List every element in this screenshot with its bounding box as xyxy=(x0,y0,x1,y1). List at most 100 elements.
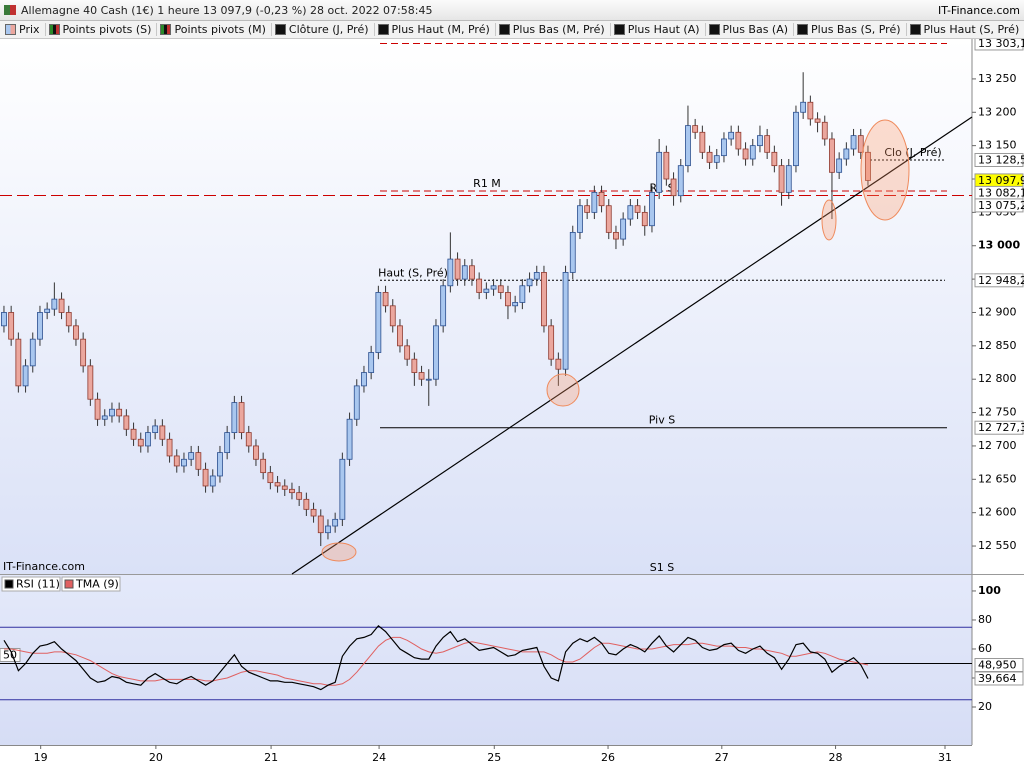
x-tick-label: 25 xyxy=(487,751,501,764)
candle-body xyxy=(418,372,425,380)
candle xyxy=(8,305,15,346)
candle xyxy=(389,299,396,333)
candle xyxy=(821,115,828,146)
x-tick-label: 24 xyxy=(372,751,386,764)
candle-body xyxy=(613,231,619,240)
candle-body xyxy=(656,151,663,193)
x-tick-label: 31 xyxy=(938,751,952,764)
candle xyxy=(58,292,65,320)
level-layer: R1 MR1 SClo (J, Pré)Haut (S, Pré)Piv SS1… xyxy=(0,42,972,574)
candle-body xyxy=(152,425,159,433)
candle xyxy=(641,205,648,236)
candle xyxy=(202,462,209,493)
candle xyxy=(152,419,159,440)
legend-item[interactable]: Plus Haut (A) xyxy=(611,23,706,36)
trend-line xyxy=(291,116,973,575)
candle xyxy=(555,352,562,386)
candle-body xyxy=(404,345,411,360)
candle xyxy=(548,319,555,366)
candle-body xyxy=(260,458,267,474)
legend-item[interactable]: Points pivots (M) xyxy=(157,23,272,36)
header-source: IT-Finance.com xyxy=(938,3,1020,17)
candle xyxy=(569,225,576,280)
candle xyxy=(267,465,274,490)
candle-body xyxy=(238,402,245,433)
legend-item[interactable]: Plus Bas (S, Pré) xyxy=(794,23,907,36)
legend-item[interactable]: Plus Bas (A) xyxy=(706,23,795,36)
legend-item[interactable]: Clôture (J, Pré) xyxy=(272,23,375,36)
candle xyxy=(735,125,742,156)
candle-body xyxy=(778,165,785,193)
candle xyxy=(346,412,353,466)
candle xyxy=(613,225,619,250)
candle-body xyxy=(253,445,259,460)
value-label-box xyxy=(974,420,1024,435)
legend-item[interactable]: Points pivots (S) xyxy=(46,23,158,36)
candle xyxy=(332,512,339,533)
candle xyxy=(353,379,360,426)
candle xyxy=(627,199,634,226)
legend-item[interactable]: Prix xyxy=(2,23,46,36)
x-tick-label: 27 xyxy=(715,751,729,764)
candle xyxy=(692,118,699,139)
candle xyxy=(699,125,706,159)
candle xyxy=(260,452,267,480)
candle-body xyxy=(231,402,238,433)
candle-body xyxy=(857,135,864,153)
y-tick-label: 12 650 xyxy=(978,472,1017,485)
legend-swatch xyxy=(64,579,74,589)
candle xyxy=(490,279,497,296)
candle xyxy=(404,339,411,366)
candle-body xyxy=(332,518,339,527)
candle-body xyxy=(109,408,115,417)
candle-body xyxy=(224,432,231,454)
candle xyxy=(519,279,526,310)
candle-body xyxy=(51,298,58,310)
highlight xyxy=(321,542,357,562)
candle-body xyxy=(382,292,389,307)
legend-box xyxy=(61,576,121,592)
candle xyxy=(317,509,324,547)
candle xyxy=(728,125,735,146)
candle-body xyxy=(699,131,706,153)
legend-item[interactable]: Plus Bas (M, Pré) xyxy=(496,23,611,36)
candle-body xyxy=(814,118,821,123)
candle xyxy=(454,252,461,286)
candle-body xyxy=(137,438,144,447)
candle xyxy=(771,145,778,173)
axis-layer: 12 550 12 600 12 650 12 700 12 750 12 800 12 8… xyxy=(34,36,1024,764)
candle xyxy=(94,392,101,426)
candle xyxy=(533,265,540,286)
candle-body xyxy=(605,205,612,233)
candle-layer xyxy=(1,72,871,547)
legend-item[interactable]: Plus Haut (M, Pré) xyxy=(375,23,496,36)
candle-body xyxy=(476,278,483,293)
candle xyxy=(836,152,843,180)
level-name: R1 M xyxy=(473,177,501,190)
candle-body xyxy=(44,308,51,313)
x-tick-label: 20 xyxy=(149,751,163,764)
legend-item[interactable]: Plus Haut (S, Pré) xyxy=(907,23,1024,36)
candle-body xyxy=(325,525,331,534)
candle xyxy=(497,279,504,300)
candle xyxy=(173,449,180,473)
legend-bar: Prix Points pivots (S) Points pivots (M) Cl… xyxy=(0,21,1024,39)
candle-body xyxy=(577,205,583,233)
candle-body xyxy=(368,352,375,373)
candle xyxy=(843,142,850,166)
level-name: Clo (J, Pré) xyxy=(884,146,941,159)
value-label: 13 303,1 xyxy=(978,37,1024,50)
candle-body xyxy=(865,151,871,181)
highlight xyxy=(546,373,580,407)
candle xyxy=(109,402,115,423)
candle xyxy=(37,305,43,346)
candle-body xyxy=(569,231,576,273)
candle xyxy=(577,199,583,240)
candle-body xyxy=(454,258,461,280)
candle-body xyxy=(469,265,475,280)
level-name: Haut (S, Pré) xyxy=(378,266,448,279)
candle-body xyxy=(440,285,447,327)
candle xyxy=(829,132,835,220)
candle-body xyxy=(37,312,43,340)
